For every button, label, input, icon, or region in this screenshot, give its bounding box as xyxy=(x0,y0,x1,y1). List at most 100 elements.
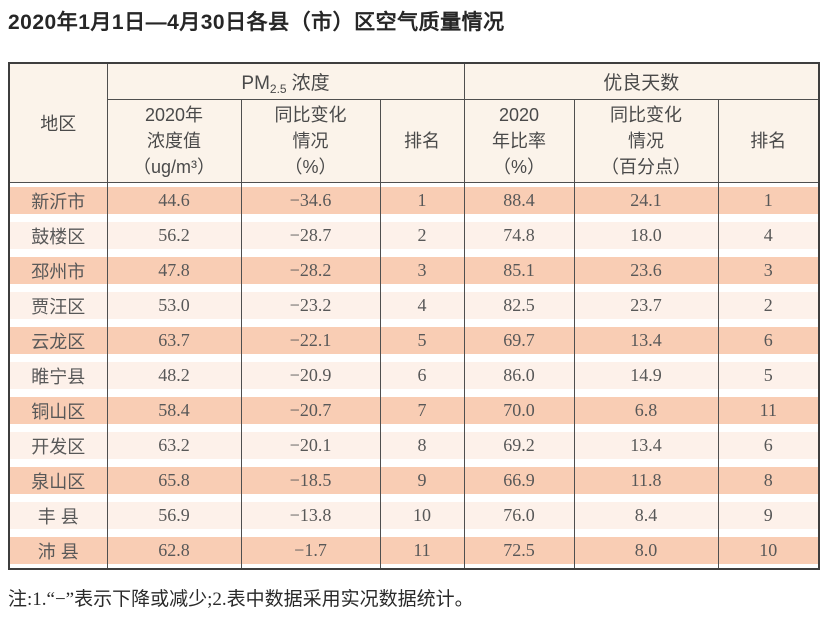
cell-good-ratio: 70.0 xyxy=(464,393,575,428)
cell-good-rank: 4 xyxy=(718,218,820,253)
cell-region: 铜山区 xyxy=(9,393,108,428)
cell-pm-rank: 4 xyxy=(380,288,465,323)
header-pm-yoy-change: 同比变化 情况 （%） xyxy=(241,99,381,183)
cell-region: 丰 县 xyxy=(9,498,108,533)
cell-pm-change: −20.9 xyxy=(241,358,381,393)
cell-good-rank: 9 xyxy=(718,498,820,533)
header-good-ratio: 2020 年比率 （%） xyxy=(464,99,575,183)
pm25-label-prefix: PM xyxy=(241,72,270,94)
cell-good-ratio: 82.5 xyxy=(464,288,575,323)
table-row: 鼓楼区 56.2 −28.7 2 74.8 18.0 4 xyxy=(9,218,820,253)
cell-good-rank: 10 xyxy=(718,533,820,569)
cell-good-change: 23.7 xyxy=(574,288,719,323)
cell-pm-change: −18.5 xyxy=(241,463,381,498)
cell-good-rank: 11 xyxy=(718,393,820,428)
cell-good-rank: 2 xyxy=(718,288,820,323)
cell-pm-value: 62.8 xyxy=(107,533,242,569)
cell-good-change: 11.8 xyxy=(574,463,719,498)
cell-pm-value: 47.8 xyxy=(107,253,242,288)
table-row: 邳州市 47.8 −28.2 3 85.1 23.6 3 xyxy=(9,253,820,288)
cell-good-change: 24.1 xyxy=(574,182,719,218)
cell-good-ratio: 86.0 xyxy=(464,358,575,393)
cell-good-change: 18.0 xyxy=(574,218,719,253)
cell-good-rank: 6 xyxy=(718,323,820,358)
table-row: 贾汪区 53.0 −23.2 4 82.5 23.7 2 xyxy=(9,288,820,323)
cell-good-ratio: 88.4 xyxy=(464,182,575,218)
pm25-label-subscript: 2.5 xyxy=(269,81,287,96)
cell-good-ratio: 69.2 xyxy=(464,428,575,463)
cell-good-ratio: 85.1 xyxy=(464,253,575,288)
cell-good-ratio: 66.9 xyxy=(464,463,575,498)
cell-good-rank: 3 xyxy=(718,253,820,288)
cell-pm-rank: 8 xyxy=(380,428,465,463)
cell-region: 云龙区 xyxy=(9,323,108,358)
pm25-label-suffix: 浓度 xyxy=(291,72,330,94)
table-body: 新沂市 44.6 −34.6 1 88.4 24.1 1 鼓楼区 56.2 −28.7 2 74.8 1… xyxy=(9,182,820,569)
cell-good-change: 23.6 xyxy=(574,253,719,288)
cell-good-rank: 5 xyxy=(718,358,820,393)
cell-region: 泉山区 xyxy=(9,463,108,498)
cell-good-ratio: 69.7 xyxy=(464,323,575,358)
cell-region: 贾汪区 xyxy=(9,288,108,323)
table-header: 地区 PM2.5 浓度 优良天数 2020年 浓度值 （ug/m³） 同比变化 情… xyxy=(9,63,820,183)
header-region: 地区 xyxy=(9,63,108,183)
table-row: 泉山区 65.8 −18.5 9 66.9 11.8 8 xyxy=(9,463,820,498)
cell-pm-change: −34.6 xyxy=(241,182,381,218)
cell-pm-rank: 9 xyxy=(380,463,465,498)
cell-pm-change: −13.8 xyxy=(241,498,381,533)
cell-pm-change: −23.2 xyxy=(241,288,381,323)
table-row: 丰 县 56.9 −13.8 10 76.0 8.4 9 xyxy=(9,498,820,533)
header-good-yoy-change: 同比变化 情况 （百分点） xyxy=(574,99,719,183)
footnote: 注:1.“−”表示下降或减少;2.表中数据采用实况数据统计。 xyxy=(8,589,474,610)
table-row: 新沂市 44.6 −34.6 1 88.4 24.1 1 xyxy=(9,182,820,219)
sub-header-row: 2020年 浓度值 （ug/m³） 同比变化 情况 （%） 排名 2020 年比… xyxy=(9,99,820,183)
cell-region: 新沂市 xyxy=(9,182,108,218)
cell-pm-rank: 3 xyxy=(380,253,465,288)
cell-pm-value: 48.2 xyxy=(107,358,242,393)
cell-region: 鼓楼区 xyxy=(9,218,108,253)
cell-good-ratio: 74.8 xyxy=(464,218,575,253)
cell-pm-rank: 2 xyxy=(380,218,465,253)
header-good-days-group: 优良天数 xyxy=(464,63,820,100)
table-row: 睢宁县 48.2 −20.9 6 86.0 14.9 5 xyxy=(9,358,820,393)
cell-pm-rank: 5 xyxy=(380,323,465,358)
cell-good-ratio: 72.5 xyxy=(464,533,575,569)
cell-pm-rank: 11 xyxy=(380,533,465,569)
cell-pm-rank: 6 xyxy=(380,358,465,393)
cell-pm-value: 44.6 xyxy=(107,182,242,218)
table-row: 铜山区 58.4 −20.7 7 70.0 6.8 11 xyxy=(9,393,820,428)
cell-good-rank: 1 xyxy=(718,183,820,219)
cell-good-ratio: 76.0 xyxy=(464,498,575,533)
cell-good-change: 8.4 xyxy=(574,498,719,533)
cell-pm-value: 65.8 xyxy=(107,463,242,498)
cell-pm-change: −28.2 xyxy=(241,253,381,288)
cell-region: 邳州市 xyxy=(9,253,108,288)
cell-pm-change: −20.1 xyxy=(241,428,381,463)
cell-pm-change: −22.1 xyxy=(241,323,381,358)
cell-pm-value: 53.0 xyxy=(107,288,242,323)
cell-region: 开发区 xyxy=(9,428,108,463)
table-row: 沛 县 62.8 −1.7 11 72.5 8.0 10 xyxy=(9,533,820,569)
cell-good-rank: 6 xyxy=(718,428,820,463)
cell-pm-value: 56.9 xyxy=(107,498,242,533)
page-title: 2020年1月1日—4月30日各县（市）区空气质量情况 xyxy=(8,11,505,34)
cell-good-change: 13.4 xyxy=(574,428,719,463)
cell-pm-change: −28.7 xyxy=(241,218,381,253)
header-pm-concentration: 2020年 浓度值 （ug/m³） xyxy=(107,99,242,183)
cell-good-change: 6.8 xyxy=(574,393,719,428)
header-pm25-group: PM2.5 浓度 xyxy=(107,63,465,100)
group-header-row: 地区 PM2.5 浓度 优良天数 xyxy=(9,63,820,183)
table-row: 云龙区 63.7 −22.1 5 69.7 13.4 6 xyxy=(9,323,820,358)
cell-good-change: 14.9 xyxy=(574,358,719,393)
table-row: 开发区 63.2 −20.1 8 69.2 13.4 6 xyxy=(9,428,820,463)
header-pm-rank: 排名 xyxy=(380,99,465,183)
header-good-rank: 排名 xyxy=(718,99,820,183)
cell-good-rank: 8 xyxy=(718,463,820,498)
cell-region: 睢宁县 xyxy=(9,358,108,393)
cell-pm-rank: 1 xyxy=(380,182,465,218)
cell-region: 沛 县 xyxy=(9,533,108,569)
cell-pm-value: 58.4 xyxy=(107,393,242,428)
cell-pm-rank: 7 xyxy=(380,393,465,428)
cell-pm-value: 56.2 xyxy=(107,218,242,253)
